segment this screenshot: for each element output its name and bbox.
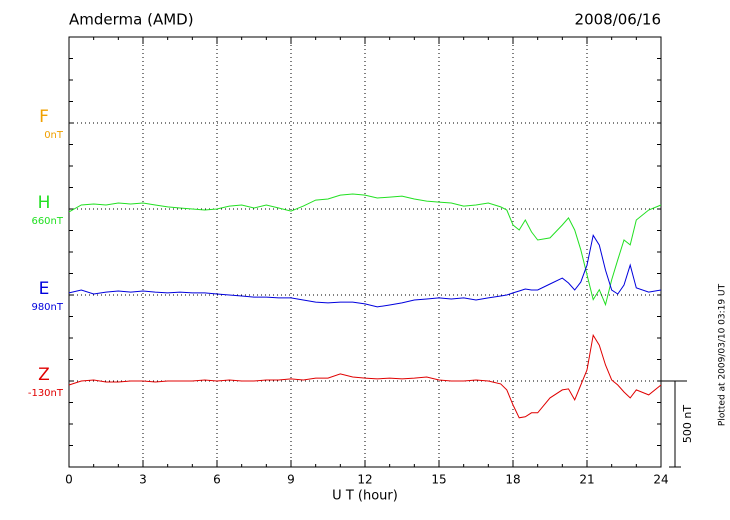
- baseline-label: -130nT: [28, 388, 64, 399]
- x-tick-label: 6: [213, 473, 221, 487]
- chart-date: 2008/06/16: [575, 11, 661, 29]
- trace-line: [68, 193, 662, 307]
- baseline-label: 980nT: [31, 302, 63, 313]
- baseline-label: 0nT: [44, 130, 64, 141]
- x-tick-label: 0: [65, 473, 73, 487]
- x-tick-label: 15: [431, 473, 446, 487]
- x-tick-label: 21: [579, 473, 594, 487]
- scale-bar-label: 500 nT: [681, 405, 694, 443]
- baseline-label: 660nT: [31, 216, 63, 227]
- legend-label: F: [39, 107, 49, 127]
- trace-line: [68, 333, 662, 419]
- x-tick-label: 12: [357, 473, 372, 487]
- trace-line: [68, 233, 662, 308]
- legend-label: H: [38, 193, 51, 213]
- legend-label: E: [39, 279, 50, 299]
- x-tick-label: 3: [139, 473, 147, 487]
- x-axis-label: U T (hour): [332, 489, 398, 504]
- x-tick-label: 24: [653, 473, 668, 487]
- chart-title: Amderma (AMD): [69, 11, 194, 29]
- x-tick-label: 18: [505, 473, 520, 487]
- x-tick-label: 9: [287, 473, 295, 487]
- legend-label: Z: [38, 365, 50, 385]
- plot-note: Plotted at 2009/03/10 03:19 UT: [718, 283, 728, 426]
